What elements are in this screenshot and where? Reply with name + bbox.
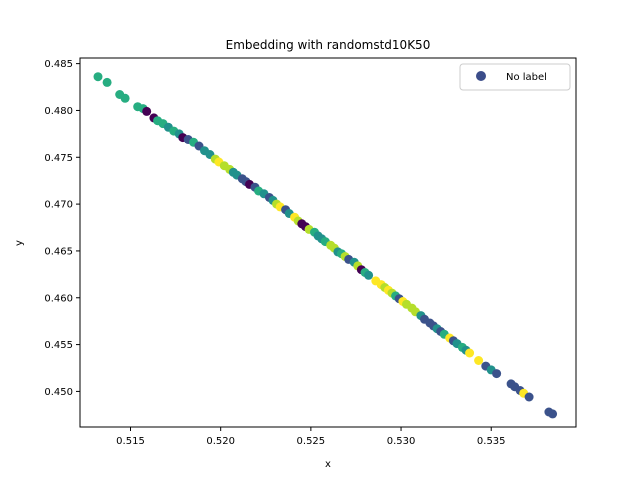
data-point: [465, 348, 475, 358]
data-point: [474, 356, 484, 365]
data-point: [120, 93, 130, 103]
plot-area-frame: [79, 57, 577, 428]
x-axis-ticks: 0.515 0.520 0.525 0.530 0.535: [116, 427, 506, 447]
y-tick-label: 0.455: [44, 340, 73, 351]
x-tick-label: 0.535: [477, 436, 506, 447]
legend-frame: [459, 63, 571, 91]
data-point: [93, 72, 103, 82]
x-tick-label: 0.530: [387, 436, 416, 447]
chart-title: Embedding with randomstd10K50: [226, 38, 431, 52]
y-tick-label: 0.460: [44, 293, 73, 304]
data-point: [524, 392, 534, 402]
y-axis-label: y: [14, 240, 25, 246]
y-tick-label: 0.480: [44, 106, 73, 117]
data-point: [102, 77, 112, 87]
data-points: [93, 72, 558, 419]
y-tick-label: 0.465: [44, 246, 73, 257]
data-point: [492, 369, 502, 379]
x-axis-label: x: [325, 459, 331, 470]
data-point: [142, 106, 152, 116]
y-tick-label: 0.485: [44, 59, 73, 70]
y-tick-label: 0.450: [44, 387, 73, 398]
x-tick-label: 0.525: [297, 436, 326, 447]
y-axis-ticks: 0.450 0.455 0.460 0.465 0.470 0.475 0.480 0.485: [44, 59, 80, 398]
legend-label: No label: [506, 72, 547, 83]
y-tick-label: 0.475: [44, 153, 73, 164]
legend-marker: [476, 71, 486, 81]
x-tick-label: 0.520: [206, 436, 235, 447]
data-point: [364, 270, 374, 280]
legend: No label: [459, 63, 571, 91]
data-point: [548, 409, 558, 419]
x-tick-label: 0.515: [116, 436, 145, 447]
y-tick-label: 0.470: [44, 200, 73, 211]
